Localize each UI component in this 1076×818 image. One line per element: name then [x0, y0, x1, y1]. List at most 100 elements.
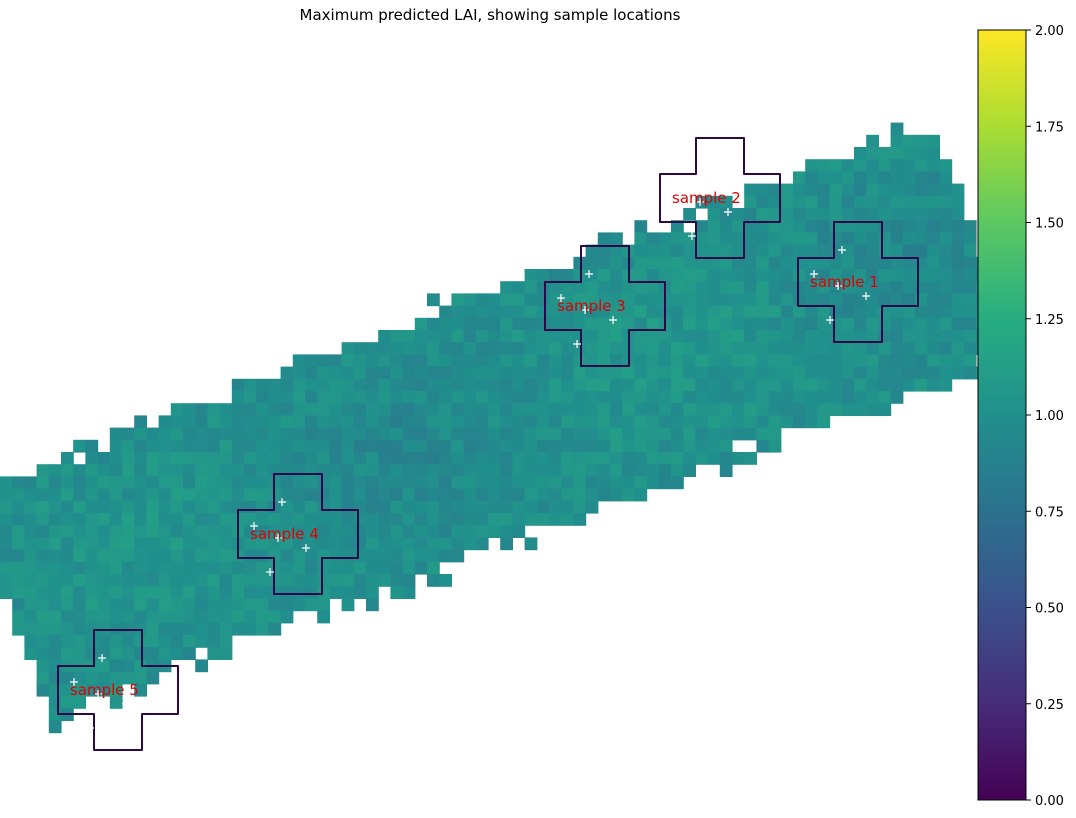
lai-cell: [378, 378, 391, 392]
lai-cell: [463, 476, 477, 490]
lai-cell: [744, 269, 757, 282]
lai-cell: [756, 256, 770, 270]
lai-cell: [183, 513, 196, 526]
lai-cell: [756, 244, 770, 258]
lai-cell: [732, 244, 745, 258]
lai-cell: [805, 415, 818, 429]
lai-cell: [610, 439, 623, 453]
lai-cell: [658, 232, 672, 246]
lai-cell: [402, 415, 416, 429]
lai-cell: [317, 415, 330, 429]
lai-cell: [219, 586, 233, 599]
lai-cell: [744, 195, 757, 209]
lai-cell: [707, 378, 721, 392]
lai-cell: [488, 293, 501, 307]
lai-cell: [683, 427, 696, 441]
lai-cell: [244, 610, 257, 624]
lai-cell: [524, 452, 538, 465]
lai-cell: [524, 378, 538, 392]
lai-cell: [707, 403, 721, 416]
lai-cell: [329, 525, 343, 538]
lai-cell: [341, 513, 355, 526]
lai-cell: [231, 476, 245, 490]
lai-cell: [122, 647, 135, 660]
lai-cell: [768, 195, 782, 209]
lai-cell: [402, 464, 416, 477]
lai-cell: [536, 342, 550, 355]
lai-cell: [475, 452, 489, 465]
lai-cell: [97, 452, 111, 465]
lai-cell: [268, 452, 282, 465]
lai-cell: [841, 232, 855, 246]
lai-cell: [195, 464, 208, 477]
lai-cell: [317, 452, 330, 465]
lai-cell: [719, 378, 733, 392]
lai-cell: [353, 366, 367, 380]
lai-cell: [73, 500, 86, 514]
lai-cell: [402, 439, 416, 453]
lai-cell: [390, 366, 404, 380]
lai-cell: [536, 317, 550, 331]
lai-cell: [134, 513, 147, 526]
lai-cell: [829, 220, 843, 233]
lai-cell: [622, 476, 635, 490]
lai-cell: [829, 281, 843, 294]
lai-cell: [488, 525, 501, 538]
lai-cell: [85, 464, 99, 477]
lai-cell: [646, 439, 660, 453]
lai-cell: [231, 415, 245, 429]
lai-cell: [854, 256, 867, 270]
lai-cell: [707, 244, 721, 258]
lai-cell: [134, 561, 147, 575]
lai-cell: [854, 378, 867, 392]
lai-cell: [683, 378, 696, 392]
lai-cell: [244, 622, 257, 636]
lai-cell: [512, 427, 526, 441]
lai-cell: [719, 439, 733, 453]
lai-cell: [890, 366, 904, 380]
lai-cell: [231, 452, 245, 465]
lai-cell: [244, 464, 257, 477]
lai-cell: [366, 586, 379, 599]
lai-cell: [683, 232, 696, 246]
lai-cell: [963, 366, 977, 380]
lai-cell: [536, 439, 550, 453]
lai-cell: [866, 159, 879, 172]
lai-cell: [463, 452, 477, 465]
lai-cell: [366, 415, 379, 429]
lai-cell: [866, 147, 879, 160]
lai-cell: [329, 452, 343, 465]
lai-cell: [915, 195, 928, 209]
lai-cell: [109, 696, 123, 709]
lai-cell: [756, 220, 770, 233]
lai-cell: [561, 439, 574, 453]
lai-cell: [146, 488, 160, 502]
lai-cell: [317, 439, 330, 453]
lai-cell: [402, 366, 416, 380]
lai-cell: [549, 439, 562, 453]
lai-cell: [683, 317, 696, 331]
lai-cell: [780, 244, 794, 258]
lai-cell: [719, 305, 733, 319]
lai-cell: [878, 232, 892, 246]
lai-cell: [414, 452, 428, 465]
sample-point-marker: [557, 294, 565, 302]
lai-cell: [890, 305, 904, 319]
lai-cell: [146, 439, 160, 453]
lai-cell: [878, 208, 892, 221]
lai-cell: [646, 415, 660, 429]
lai-cell: [878, 366, 892, 380]
lai-cell: [549, 342, 562, 355]
sample-label: sample 1: [810, 273, 879, 291]
lai-cell: [719, 256, 733, 270]
lai-cell: [951, 342, 965, 355]
lai-cell: [646, 342, 660, 355]
lai-cell: [536, 464, 550, 477]
lai-cell: [622, 293, 635, 307]
lai-cell: [549, 427, 562, 441]
lai-cell: [439, 354, 452, 368]
lai-cell: [292, 586, 306, 599]
lai-cell: [841, 183, 855, 197]
lai-cell: [707, 439, 721, 453]
lai-cell: [939, 293, 953, 307]
